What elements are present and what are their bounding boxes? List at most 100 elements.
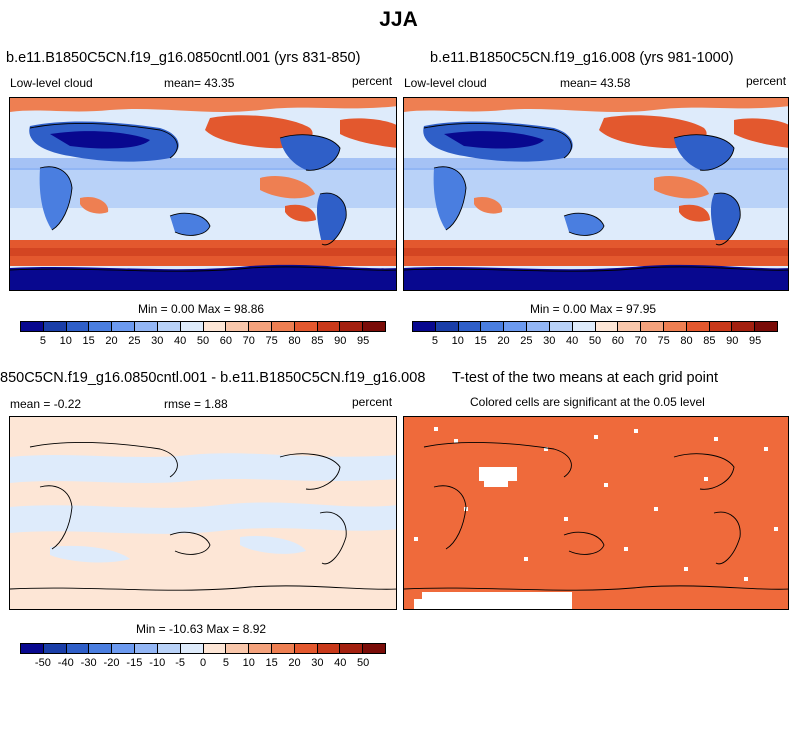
colorbar-tick-label: 10 bbox=[242, 657, 255, 669]
colorbar-swatch bbox=[340, 322, 364, 331]
panel3-map bbox=[9, 416, 397, 610]
colorbar-swatch bbox=[43, 644, 67, 653]
colorbar-tick-label: 30 bbox=[151, 335, 164, 347]
colorbar-swatch bbox=[249, 644, 272, 653]
panel1-left-label: Low-level cloud bbox=[10, 76, 93, 90]
colorbar-swatch bbox=[135, 644, 158, 653]
panel3-minmax: Min = -10.63 Max = 8.92 bbox=[136, 622, 267, 636]
colorbar-swatch bbox=[203, 322, 227, 331]
colorbar-tick-label: 90 bbox=[334, 335, 347, 347]
colorbar-swatch bbox=[21, 322, 44, 331]
colorbar-tick-label: 85 bbox=[311, 335, 324, 347]
colorbar-swatch bbox=[157, 322, 181, 331]
panel4-subtitle: Colored cells are significant at the 0.0… bbox=[470, 395, 705, 409]
colorbar-swatch bbox=[294, 322, 318, 331]
panel4-map bbox=[403, 416, 789, 610]
colorbar-tick-label: 15 bbox=[474, 335, 487, 347]
colorbar-swatch bbox=[572, 322, 596, 331]
colorbar-tick-label: 80 bbox=[680, 335, 693, 347]
colorbar-swatch bbox=[663, 322, 687, 331]
colorbar-swatch bbox=[180, 322, 204, 331]
colorbar-tick-label: 90 bbox=[726, 335, 739, 347]
ttest-nonsignificant-cells bbox=[414, 427, 778, 609]
colorbar-tick-label: 95 bbox=[357, 335, 370, 347]
colorbar-swatch bbox=[135, 322, 158, 331]
panel2-map bbox=[403, 97, 789, 291]
colorbar-tick-label: 40 bbox=[174, 335, 187, 347]
colorbar-swatch bbox=[43, 322, 67, 331]
colorbar-tick-label: 40 bbox=[566, 335, 579, 347]
figure-title: JJA bbox=[379, 8, 418, 31]
panel2-minmax: Min = 0.00 Max = 97.95 bbox=[530, 302, 657, 316]
colorbar-swatch bbox=[527, 322, 550, 331]
panel1-minmax: Min = 0.00 Max = 98.86 bbox=[138, 302, 265, 316]
colorbar-swatch bbox=[481, 322, 505, 331]
colorbar-swatch bbox=[549, 322, 573, 331]
colorbar-tick-label: 85 bbox=[703, 335, 716, 347]
colorbar-tick-label: 20 bbox=[497, 335, 510, 347]
panel3-colorbar bbox=[20, 643, 386, 654]
colorbar-tick-label: 25 bbox=[520, 335, 533, 347]
panel1-map-image bbox=[10, 98, 396, 290]
panel4-map-image bbox=[404, 417, 788, 609]
colorbar-tick-label: 30 bbox=[311, 657, 324, 669]
colorbar-tick-label: 70 bbox=[634, 335, 647, 347]
panel1-colorbar bbox=[20, 321, 386, 332]
colorbar-swatch bbox=[709, 322, 733, 331]
panel2-title: b.e11.B1850C5CN.f19_g16.008 (yrs 981-100… bbox=[430, 50, 734, 66]
colorbar-swatch bbox=[89, 322, 113, 331]
colorbar-tick-label: 60 bbox=[611, 335, 624, 347]
colorbar-swatch bbox=[157, 644, 181, 653]
colorbar-tick-label: 20 bbox=[288, 657, 301, 669]
colorbar-tick-label: 25 bbox=[128, 335, 141, 347]
colorbar-tick-label: -20 bbox=[103, 657, 120, 669]
colorbar-tick-label: 95 bbox=[749, 335, 762, 347]
colorbar-swatch bbox=[618, 322, 642, 331]
colorbar-swatch bbox=[317, 644, 341, 653]
colorbar-tick-label: -5 bbox=[175, 657, 186, 669]
colorbar-swatch bbox=[66, 644, 90, 653]
colorbar-swatch bbox=[249, 322, 272, 331]
panel1-map bbox=[9, 97, 397, 291]
colorbar-swatch bbox=[458, 322, 482, 331]
panel4-title: T-test of the two means at each grid poi… bbox=[452, 370, 718, 386]
colorbar-swatch bbox=[112, 644, 136, 653]
colorbar-swatch bbox=[755, 322, 777, 331]
colorbar-tick-label: 0 bbox=[199, 657, 207, 669]
colorbar-swatch bbox=[21, 644, 44, 653]
colorbar-swatch bbox=[226, 322, 250, 331]
ttest-significant-area bbox=[404, 417, 788, 609]
panel1-mean-label: mean= 43.35 bbox=[164, 76, 235, 90]
colorbar-tick-label: 10 bbox=[451, 335, 464, 347]
colorbar-swatch bbox=[340, 644, 364, 653]
colorbar-tick-label: -40 bbox=[57, 657, 74, 669]
panel2-colorbar bbox=[412, 321, 778, 332]
panel1-title: b.e11.B1850C5CN.f19_g16.0850cntl.001 (yr… bbox=[6, 50, 361, 66]
colorbar-tick-label: 75 bbox=[265, 335, 278, 347]
colorbar-tick-label: 75 bbox=[657, 335, 670, 347]
colorbar-tick-label: 50 bbox=[357, 657, 370, 669]
panel3-title: 850C5CN.f19_g16.0850cntl.001 - b.e11.B18… bbox=[0, 370, 426, 386]
colorbar-swatch bbox=[413, 322, 436, 331]
colorbar-tick-label: 5 bbox=[222, 657, 229, 669]
colorbar-tick-label: 40 bbox=[334, 657, 347, 669]
panel1-units-label: percent bbox=[352, 74, 393, 88]
colorbar-swatch bbox=[89, 644, 113, 653]
colorbar-tick-label: 70 bbox=[242, 335, 255, 347]
colorbar-tick-label: -15 bbox=[126, 657, 143, 669]
colorbar-tick-label: -50 bbox=[34, 657, 51, 669]
colorbar-swatch bbox=[363, 322, 385, 331]
colorbar-tick-label: -10 bbox=[149, 657, 166, 669]
colorbar-tick-label: 30 bbox=[543, 335, 556, 347]
colorbar-swatch bbox=[435, 322, 459, 331]
colorbar-tick-label: 80 bbox=[288, 335, 301, 347]
colorbar-tick-label: 15 bbox=[82, 335, 95, 347]
colorbar-swatch bbox=[112, 322, 136, 331]
colorbar-swatch bbox=[294, 644, 318, 653]
colorbar-swatch bbox=[203, 644, 227, 653]
colorbar-swatch bbox=[271, 322, 295, 331]
colorbar-swatch bbox=[363, 644, 385, 653]
panel3-mean-label: mean = -0.22 bbox=[10, 397, 82, 411]
panel3-map-image bbox=[10, 417, 396, 609]
colorbar-tick-label: 5 bbox=[39, 335, 46, 347]
